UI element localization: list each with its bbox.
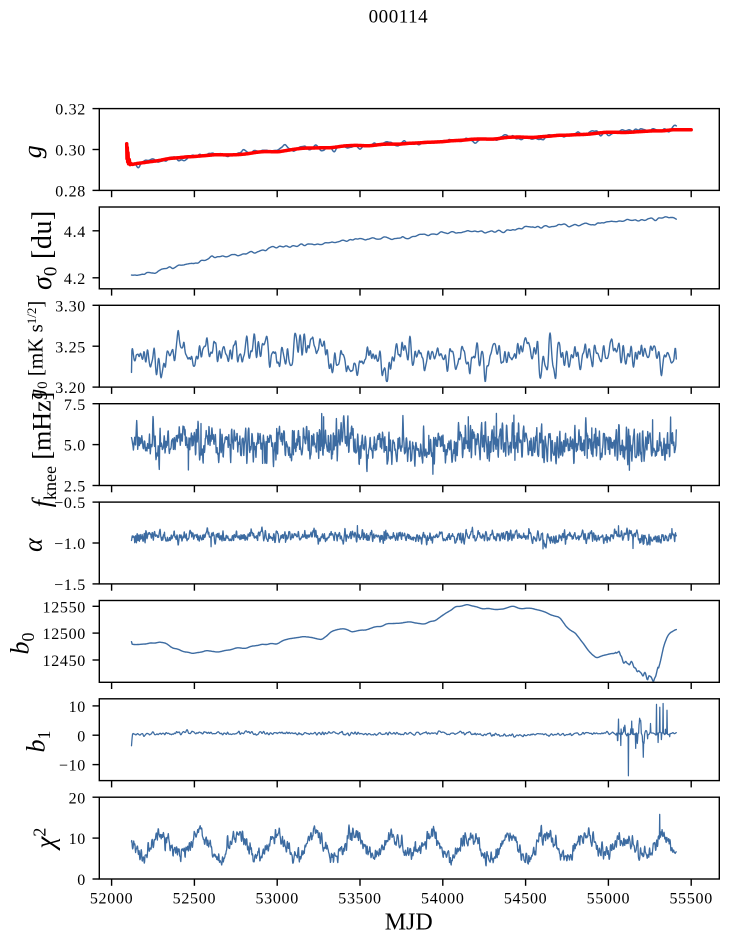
svg-text:10: 10 <box>69 831 86 848</box>
svg-text:54000: 54000 <box>421 891 465 908</box>
svg-text:55000: 55000 <box>587 891 631 908</box>
svg-text:2.5: 2.5 <box>64 479 86 496</box>
svg-text:12550: 12550 <box>43 599 87 616</box>
svg-text:7.5: 7.5 <box>64 397 86 414</box>
svg-text:g0 [mK s1/2]: g0 [mK s1/2] <box>24 301 52 400</box>
svg-text:0: 0 <box>77 728 86 745</box>
svg-text:12450: 12450 <box>43 653 87 670</box>
svg-text:−10: −10 <box>59 758 86 775</box>
svg-text:5.0: 5.0 <box>64 438 86 455</box>
svg-text:4.2: 4.2 <box>64 271 86 288</box>
svg-text:−1.0: −1.0 <box>54 536 86 553</box>
svg-text:55500: 55500 <box>669 891 713 908</box>
svg-text:3.20: 3.20 <box>55 380 86 397</box>
svg-text:0.28: 0.28 <box>55 184 86 201</box>
svg-text:g: g <box>18 145 47 158</box>
svg-text:MJD: MJD <box>385 910 433 936</box>
svg-text:0.30: 0.30 <box>55 143 86 160</box>
svg-text:fknee [mHz]: fknee [mHz] <box>28 392 61 508</box>
svg-text:3.25: 3.25 <box>55 339 86 356</box>
svg-text:53000: 53000 <box>255 891 299 908</box>
svg-text:−0.5: −0.5 <box>54 495 86 512</box>
svg-text:4.4: 4.4 <box>64 224 86 241</box>
svg-text:54500: 54500 <box>504 891 548 908</box>
svg-text:−1.5: −1.5 <box>54 577 86 594</box>
svg-text:χ2: χ2 <box>30 828 61 852</box>
svg-text:52000: 52000 <box>90 891 134 908</box>
svg-text:10: 10 <box>69 699 86 716</box>
svg-text:52500: 52500 <box>173 891 217 908</box>
svg-text:0.32: 0.32 <box>55 102 86 119</box>
svg-text:3.30: 3.30 <box>55 298 86 315</box>
svg-text:000114: 000114 <box>369 6 429 27</box>
svg-text:b0: b0 <box>6 633 39 655</box>
svg-text:53500: 53500 <box>338 891 382 908</box>
svg-text:α: α <box>19 537 48 552</box>
svg-text:20: 20 <box>69 790 86 807</box>
svg-text:b1: b1 <box>22 731 55 753</box>
svg-text:σ0 [du]: σ0 [du] <box>27 210 62 290</box>
svg-text:0: 0 <box>77 872 86 889</box>
svg-text:12500: 12500 <box>43 626 87 643</box>
